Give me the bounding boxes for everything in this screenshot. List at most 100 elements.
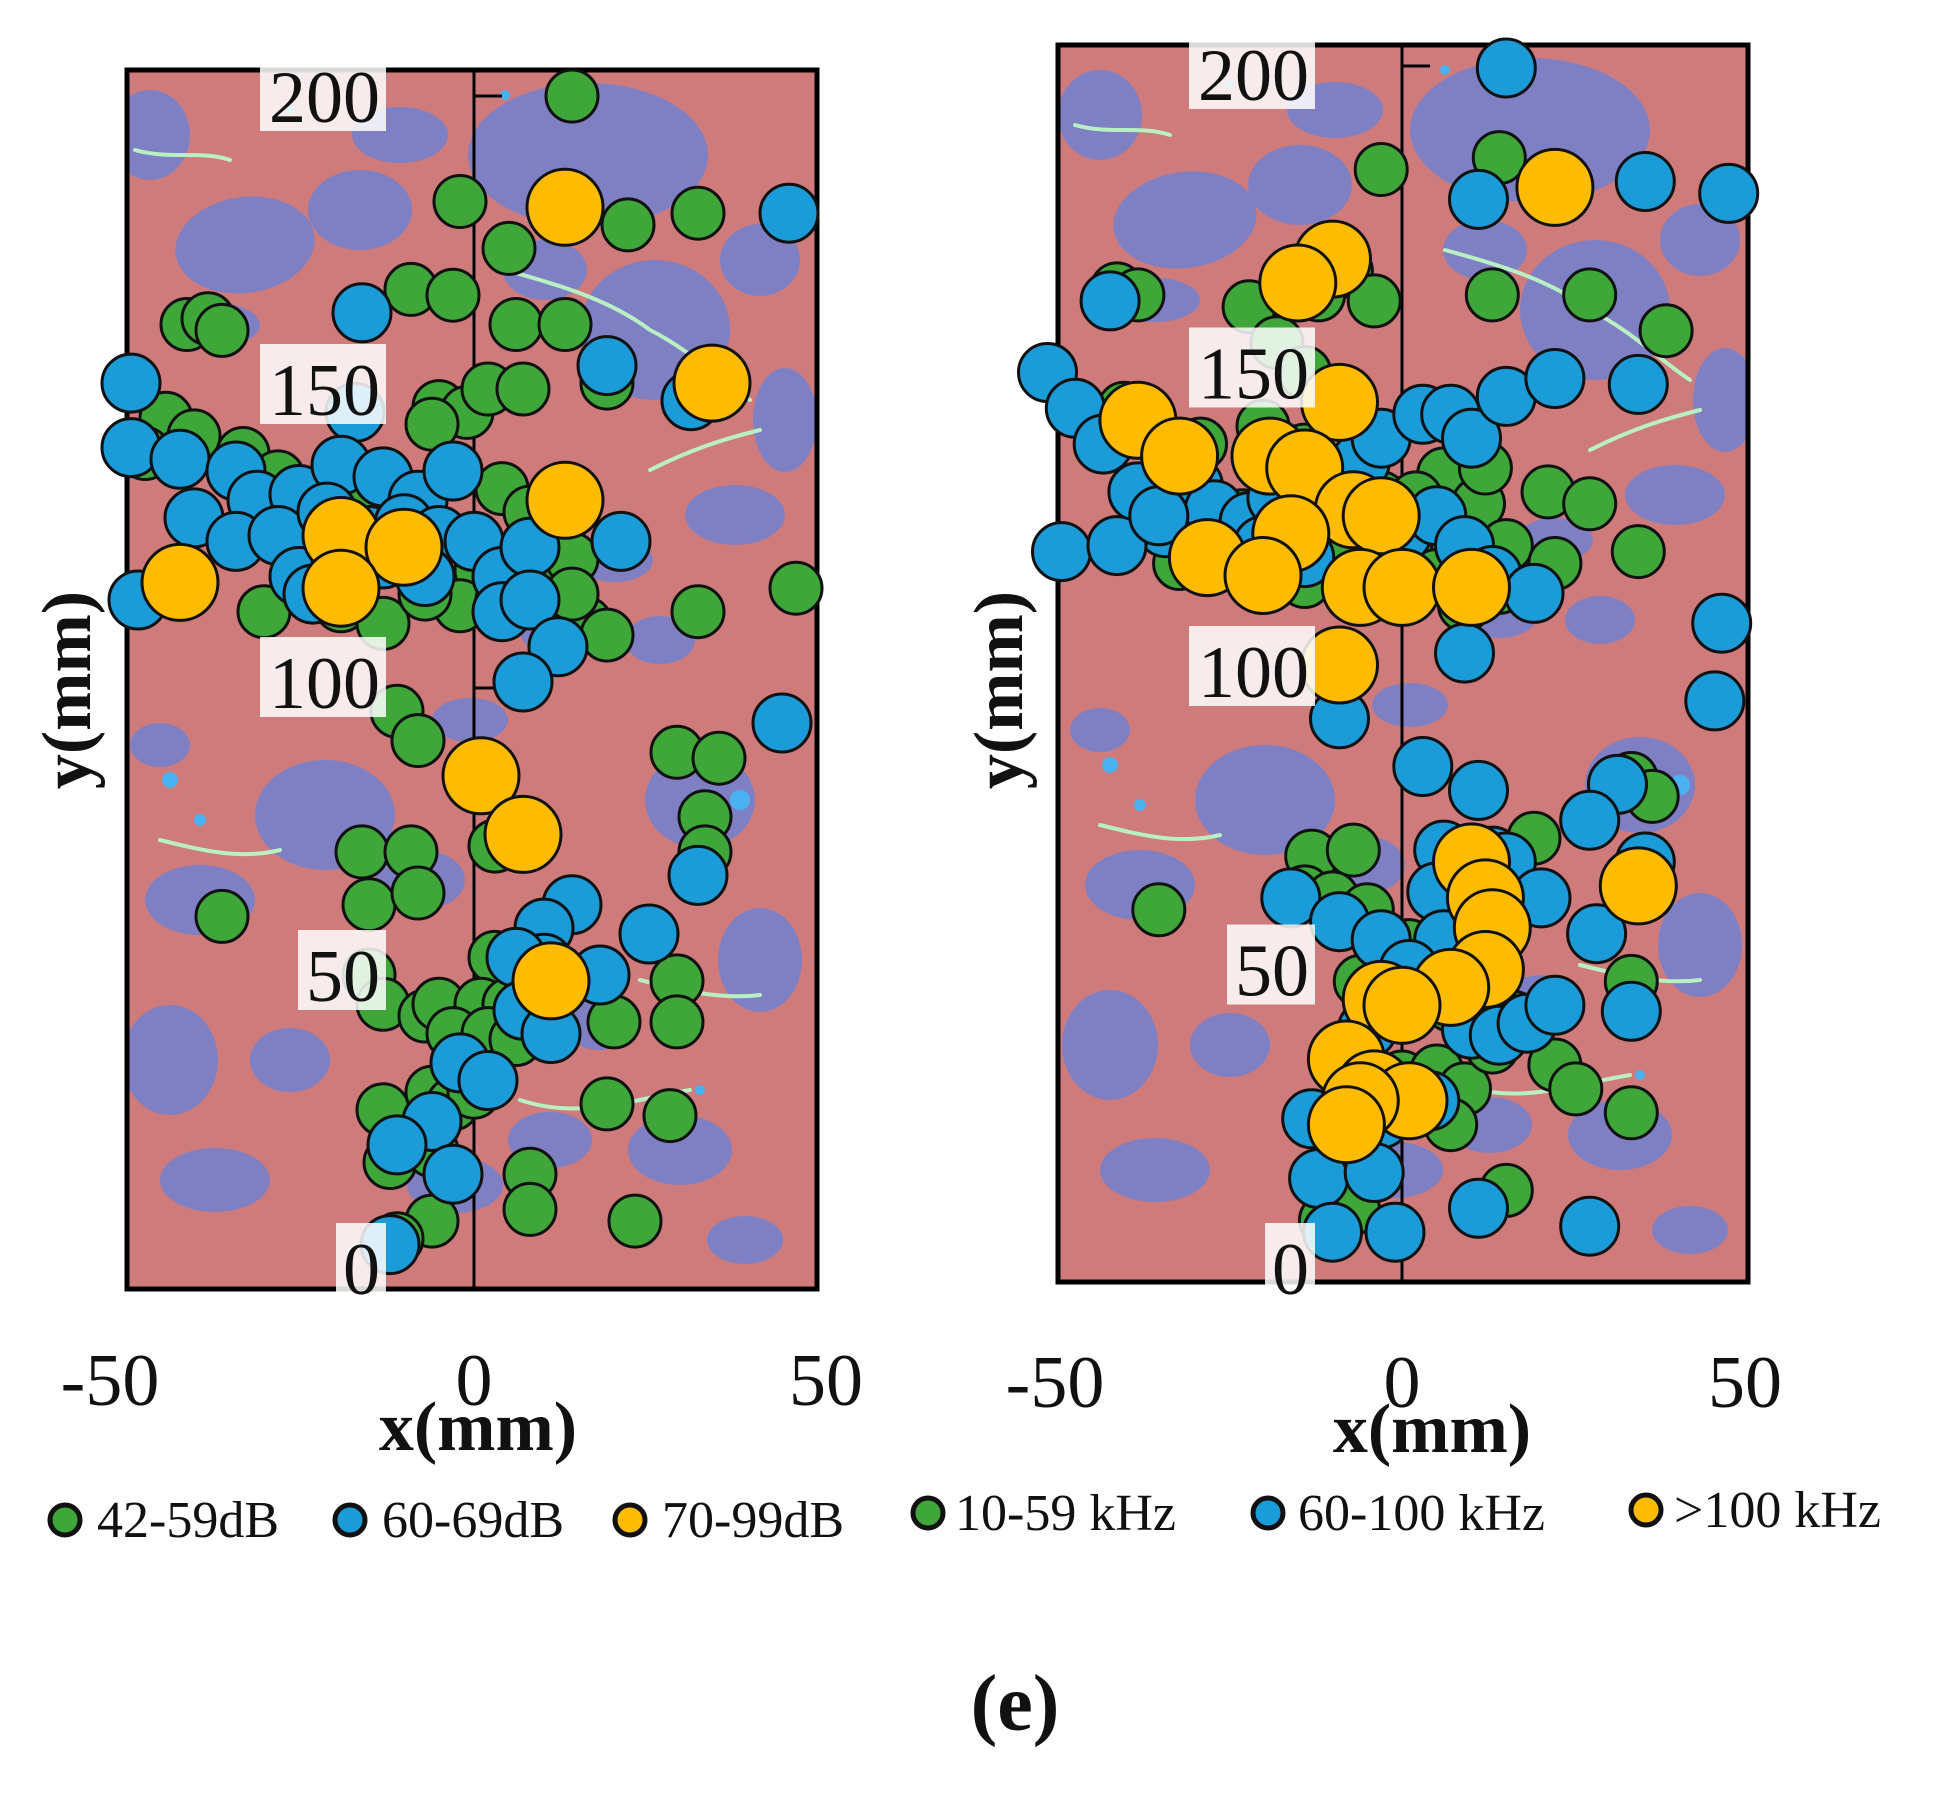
scatter-point — [1258, 243, 1338, 323]
left-plot-frame — [124, 67, 820, 1292]
y-tick-label: 200 — [1198, 35, 1309, 117]
y-tick-label-box — [298, 930, 386, 1010]
legend-label: >100 kHz — [1674, 1482, 1881, 1539]
right-panel: 200 150 100 50 0 -50 0 50 x(mm) y(mm) — [961, 29, 1782, 1468]
scatter-point — [579, 607, 635, 663]
scatter-point — [499, 569, 561, 631]
legend-label: 60-100 kHz — [1298, 1485, 1545, 1542]
x-tick-label: 50 — [789, 1340, 863, 1422]
legend-label: 42-59dB — [97, 1492, 279, 1549]
scatter-point — [672, 343, 752, 423]
scatter-point — [1614, 151, 1676, 212]
scatter-point — [1684, 670, 1746, 732]
right-x-tick-labels: -50 0 50 — [1006, 1342, 1782, 1424]
left-specimen-background — [127, 70, 817, 1289]
scatter-point — [483, 794, 563, 874]
scatter-point — [1598, 846, 1678, 926]
scatter-point — [1448, 168, 1509, 230]
scatter-point — [590, 510, 652, 572]
scatter-point — [334, 824, 390, 880]
scatter-point — [579, 1076, 635, 1132]
scatter-point — [758, 182, 820, 244]
scatter-point — [1079, 270, 1141, 332]
legend-marker — [332, 1502, 368, 1538]
y-tick-label: 100 — [269, 643, 380, 725]
y-tick-label-box — [1189, 327, 1315, 408]
y-tick-label: 100 — [1198, 632, 1309, 714]
scatter-point — [1223, 536, 1303, 615]
legend-marker — [910, 1495, 946, 1531]
x-tick-label: -50 — [61, 1340, 160, 1422]
left-x-tick-labels: -50 0 50 — [61, 1340, 863, 1422]
x-tick-label: 0 — [1384, 1342, 1421, 1424]
scatter-point — [1562, 267, 1618, 323]
scatter-point — [194, 888, 250, 944]
scatter-point — [488, 297, 544, 352]
scatter-point — [1086, 515, 1148, 577]
scatter-point — [1638, 303, 1694, 359]
x-tick-label: 50 — [1708, 1342, 1782, 1424]
y-tick-label: 150 — [269, 350, 380, 432]
scatter-point — [502, 1181, 558, 1237]
legend-label: 60-69dB — [382, 1492, 564, 1549]
scatter-point — [1600, 980, 1662, 1042]
y-tick-label: 50 — [306, 936, 380, 1018]
scatter-point — [1559, 789, 1621, 851]
scatter-point — [670, 584, 726, 640]
scatter-point — [1691, 592, 1753, 654]
scatter-point — [1524, 974, 1586, 1036]
x-tick-label: -50 — [1006, 1342, 1105, 1424]
scatter-point — [1325, 822, 1381, 878]
panel-caption: (e) — [971, 1660, 1060, 1748]
scatter-point — [441, 736, 521, 816]
legend-marker — [612, 1502, 648, 1538]
right-y-tick-labels: 200 150 100 50 0 — [1189, 29, 1315, 1311]
left-x-axis-title: x(mm) — [379, 1389, 577, 1466]
scatter-point — [366, 1114, 428, 1176]
legend-label: 10-59 kHz — [955, 1485, 1176, 1542]
y-tick-label-box — [336, 1223, 386, 1303]
scatter-point — [422, 440, 484, 502]
scatter-point — [642, 1088, 698, 1144]
scatter-point — [618, 903, 680, 965]
y-tick-label: 50 — [1235, 931, 1309, 1013]
y-tick-label: 0 — [343, 1229, 380, 1311]
y-tick-label-box — [260, 637, 386, 717]
scatter-point — [667, 844, 729, 906]
scatter-point — [495, 361, 551, 417]
scatter-point — [457, 1050, 519, 1111]
scatter-point — [576, 335, 638, 397]
scatter-point — [492, 651, 554, 713]
scatter-point — [1031, 521, 1092, 583]
y-tick-label-box — [1227, 924, 1315, 1005]
scatter-point — [525, 460, 605, 540]
scatter-point — [691, 730, 747, 786]
scatter-point — [1448, 1177, 1509, 1239]
scatter-point — [1434, 622, 1495, 684]
y-tick-label-box — [1189, 29, 1315, 109]
scatter-point — [1140, 416, 1220, 496]
scatter-point — [1346, 273, 1402, 329]
scatter-point — [425, 267, 481, 323]
scatter-point — [1441, 407, 1502, 469]
y-tick-label-box — [260, 344, 386, 424]
scatter-point — [1607, 353, 1669, 415]
scatter-point — [544, 68, 600, 124]
legend-marker — [47, 1502, 83, 1538]
legend: 42-59dB 60-69dB 70-99dB 10-59 kHz 60-100 kHz… — [47, 1482, 1881, 1549]
scatter-point — [1698, 162, 1760, 224]
right-scatter-points — [1017, 37, 1760, 1263]
right-y-axis-title: y(mm) — [961, 591, 1038, 789]
scatter-point — [149, 428, 211, 490]
scatter-point — [1559, 1195, 1621, 1257]
scatter-point — [511, 941, 591, 1021]
legend-label: 70-99dB — [662, 1492, 844, 1549]
legend-marker — [1250, 1495, 1286, 1531]
scatter-point — [1131, 882, 1187, 938]
scatter-point — [1364, 1201, 1426, 1263]
scatter-point — [751, 692, 813, 754]
scatter-point — [432, 174, 488, 229]
scatter-point — [1464, 267, 1520, 323]
scatter-point — [194, 302, 250, 358]
